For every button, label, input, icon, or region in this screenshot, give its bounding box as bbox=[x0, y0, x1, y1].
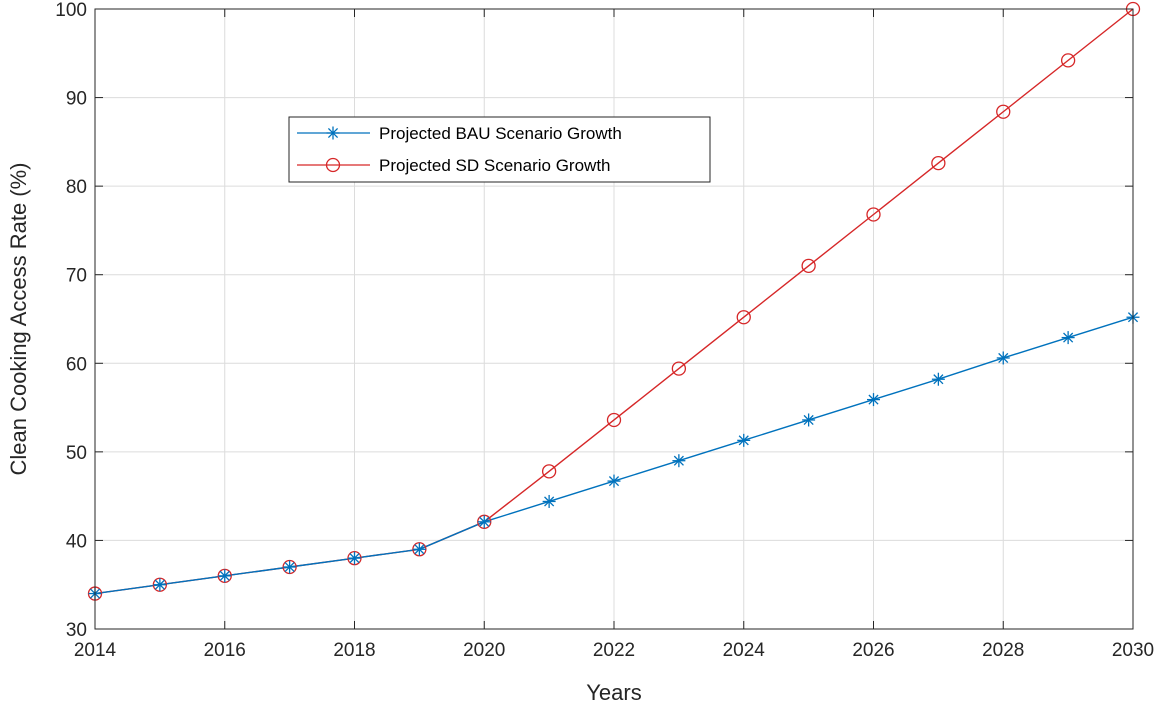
data-point-bau bbox=[737, 433, 751, 447]
x-axis-title: Years bbox=[586, 680, 641, 705]
x-tick-label: 2020 bbox=[463, 640, 505, 661]
data-point-bau bbox=[607, 474, 621, 488]
x-tick-label: 2024 bbox=[723, 640, 766, 661]
x-tick-label: 2018 bbox=[333, 640, 375, 661]
y-tick-label: 50 bbox=[66, 443, 87, 464]
data-point-bau bbox=[672, 454, 686, 468]
data-point-sd bbox=[866, 207, 881, 222]
data-point-sd bbox=[1060, 53, 1076, 68]
data-point-bau bbox=[477, 515, 491, 529]
data-point-bau bbox=[996, 351, 1010, 365]
legend-label-bau: Projected BAU Scenario Growth bbox=[379, 124, 622, 143]
data-point-sd bbox=[931, 155, 946, 171]
tick-labels: 2014 2016 2018 2020 2022 2024 2026 2028 2030 30 40… bbox=[55, 0, 1154, 661]
data-point-sd bbox=[671, 361, 687, 376]
data-point-sd bbox=[801, 258, 816, 274]
x-tick-label: 2016 bbox=[204, 640, 246, 661]
data-point-bau bbox=[867, 393, 880, 407]
y-axis-title: Clean Cooking Access Rate (%) bbox=[6, 162, 31, 475]
data-point-bau bbox=[931, 372, 945, 386]
data-point-bau bbox=[348, 551, 361, 565]
data-point-sd bbox=[996, 104, 1011, 119]
data-point-bau bbox=[542, 494, 556, 508]
legend-circle-icon bbox=[325, 157, 341, 173]
x-tick-label: 2028 bbox=[982, 640, 1024, 661]
x-tick-label: 2030 bbox=[1112, 640, 1154, 661]
legend-marker-bau bbox=[326, 126, 340, 140]
legend-asterisk-icon bbox=[326, 126, 340, 140]
x-tick-label: 2014 bbox=[74, 640, 117, 661]
legend-marker-sd bbox=[325, 157, 341, 173]
y-tick-label: 100 bbox=[55, 0, 87, 21]
data-point-bau bbox=[412, 542, 426, 556]
legend-label-sd: Projected SD Scenario Growth bbox=[379, 156, 611, 175]
y-tick-label: 70 bbox=[66, 266, 87, 287]
data-point-bau bbox=[218, 569, 232, 583]
data-point-bau bbox=[153, 578, 167, 592]
data-point-sd bbox=[606, 412, 622, 428]
data-point-sd bbox=[541, 464, 557, 479]
y-tick-label: 40 bbox=[66, 531, 87, 552]
data-point-sd bbox=[736, 310, 751, 325]
legend-box bbox=[288, 116, 711, 183]
y-tick-label: 80 bbox=[66, 177, 87, 198]
y-tick-label: 60 bbox=[66, 354, 87, 375]
x-tick-label: 2022 bbox=[593, 640, 635, 661]
x-tick-label: 2026 bbox=[852, 640, 894, 661]
legend: Projected BAU Scenario Growth Projected … bbox=[288, 116, 711, 183]
data-point-bau bbox=[802, 413, 816, 427]
y-tick-label: 90 bbox=[66, 89, 87, 110]
y-tick-label: 30 bbox=[66, 620, 87, 641]
data-point-bau bbox=[283, 560, 297, 574]
data-point-bau bbox=[1061, 331, 1075, 345]
